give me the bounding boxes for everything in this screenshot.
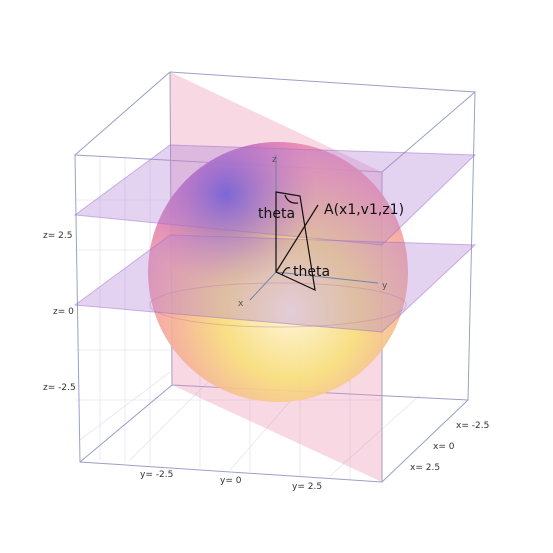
plane-upper (73, 144, 477, 246)
z-tick-label: z= 2.5 (43, 231, 72, 241)
angle-label: theta (258, 206, 295, 222)
y-tick-label: y= 2.5 (292, 482, 322, 492)
z-tick-label: z= -2.5 (43, 383, 76, 393)
plane-lower (73, 234, 477, 333)
y-tick-label: y= -2.5 (140, 470, 173, 480)
x-tick-label: x= 2.5 (410, 463, 440, 473)
x-tick-label: x= 0 (433, 442, 455, 452)
axis-label: z (272, 155, 277, 165)
axis-label: y (382, 281, 388, 291)
triangle (275, 191, 319, 292)
axis-label: x (238, 299, 244, 309)
y-tick-label: y= 0 (220, 476, 242, 486)
x-tick-label: x= -2.5 (456, 421, 489, 431)
point-label: A(x1,v1,z1) (324, 202, 404, 218)
z-tick-label: z= 0 (53, 307, 74, 317)
angle-label: theta (293, 264, 330, 280)
